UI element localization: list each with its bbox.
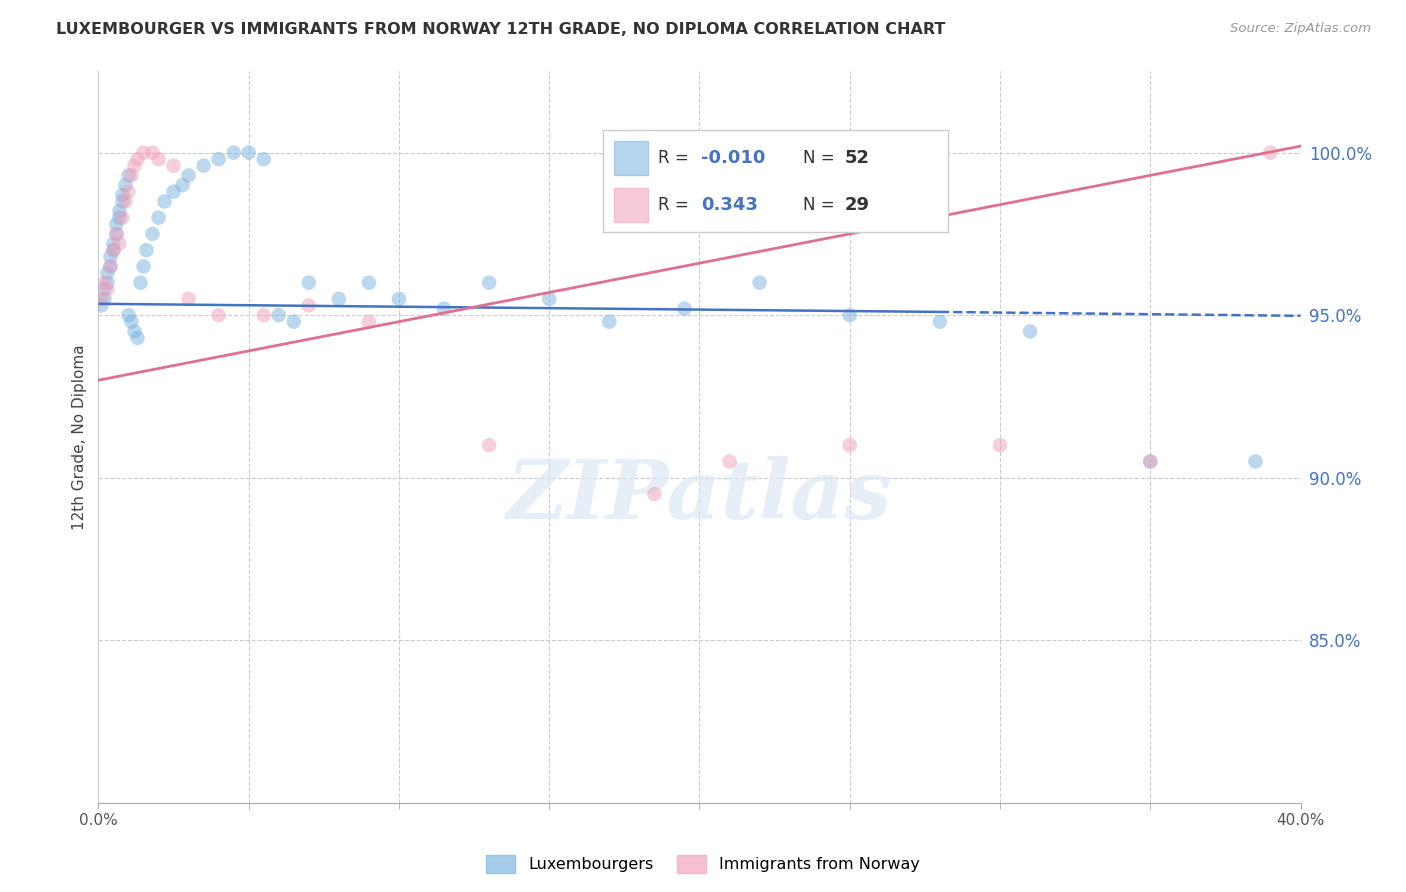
Text: 52: 52 <box>845 149 869 167</box>
Text: Source: ZipAtlas.com: Source: ZipAtlas.com <box>1230 22 1371 36</box>
Point <box>108 236 131 251</box>
Point <box>238 145 260 160</box>
Point <box>129 276 152 290</box>
Point <box>1139 454 1161 468</box>
Point <box>105 227 128 241</box>
Point <box>172 178 194 193</box>
Y-axis label: 12th Grade, No Diploma: 12th Grade, No Diploma <box>72 344 87 530</box>
Point <box>177 292 200 306</box>
Point <box>478 438 501 452</box>
Point <box>328 292 350 306</box>
Point <box>124 325 146 339</box>
Point <box>478 276 501 290</box>
Point <box>100 260 122 274</box>
Text: R =: R = <box>658 196 700 214</box>
Point <box>96 282 118 296</box>
Point <box>100 260 122 274</box>
Point <box>141 227 163 241</box>
Point <box>96 276 118 290</box>
Point <box>193 159 215 173</box>
Point <box>298 276 321 290</box>
Point <box>988 438 1011 452</box>
Point <box>929 315 952 329</box>
Point <box>93 282 115 296</box>
Point <box>90 298 112 312</box>
Point <box>162 159 184 173</box>
Point <box>357 276 380 290</box>
Point <box>108 211 131 225</box>
Text: ZIPatlas: ZIPatlas <box>506 456 893 535</box>
Point <box>108 204 131 219</box>
Point <box>111 194 134 209</box>
Point <box>153 194 176 209</box>
Text: 0.343: 0.343 <box>702 196 758 214</box>
Point <box>105 217 128 231</box>
Point <box>93 276 115 290</box>
Point <box>388 292 411 306</box>
Point <box>103 243 125 257</box>
Point <box>598 315 620 329</box>
Text: N =: N = <box>803 149 839 167</box>
Point <box>283 315 305 329</box>
Point <box>177 169 200 183</box>
Point <box>208 308 231 322</box>
Point <box>141 145 163 160</box>
Point <box>222 145 245 160</box>
Point <box>162 185 184 199</box>
Point <box>1139 454 1161 468</box>
Point <box>132 260 155 274</box>
Point <box>135 243 157 257</box>
Text: 29: 29 <box>845 196 869 214</box>
Text: LUXEMBOURGER VS IMMIGRANTS FROM NORWAY 12TH GRADE, NO DIPLOMA CORRELATION CHART: LUXEMBOURGER VS IMMIGRANTS FROM NORWAY 1… <box>56 22 946 37</box>
Point <box>253 308 276 322</box>
Bar <box>613 141 648 175</box>
Point <box>208 152 231 166</box>
Point <box>718 454 741 468</box>
Point <box>114 194 136 209</box>
Point <box>538 292 561 306</box>
Point <box>103 243 125 257</box>
Point <box>298 298 321 312</box>
Point <box>117 169 139 183</box>
Legend: Luxembourgers, Immigrants from Norway: Luxembourgers, Immigrants from Norway <box>479 848 927 880</box>
Point <box>838 308 860 322</box>
Point <box>111 187 134 202</box>
Point <box>1260 145 1282 160</box>
Point <box>96 266 118 280</box>
Point <box>93 292 115 306</box>
Text: -0.010: -0.010 <box>702 149 766 167</box>
Point <box>357 315 380 329</box>
Bar <box>613 188 648 222</box>
Point <box>253 152 276 166</box>
Point <box>114 178 136 193</box>
Point <box>748 276 770 290</box>
Point <box>673 301 696 316</box>
Point <box>1019 325 1042 339</box>
Point <box>267 308 290 322</box>
Point <box>103 236 125 251</box>
Point <box>838 438 860 452</box>
Point <box>117 308 139 322</box>
Point <box>127 331 149 345</box>
Point <box>148 152 170 166</box>
Point <box>124 159 146 173</box>
Text: N =: N = <box>803 196 839 214</box>
Text: R =: R = <box>658 149 695 167</box>
Point <box>100 250 122 264</box>
Point <box>433 301 456 316</box>
Point <box>111 211 134 225</box>
Point <box>132 145 155 160</box>
Point <box>121 169 143 183</box>
Point <box>105 227 128 241</box>
Point <box>148 211 170 225</box>
Point <box>127 152 149 166</box>
Point <box>121 315 143 329</box>
Point <box>643 487 665 501</box>
Point <box>90 292 112 306</box>
Point <box>117 185 139 199</box>
Point <box>1244 454 1267 468</box>
